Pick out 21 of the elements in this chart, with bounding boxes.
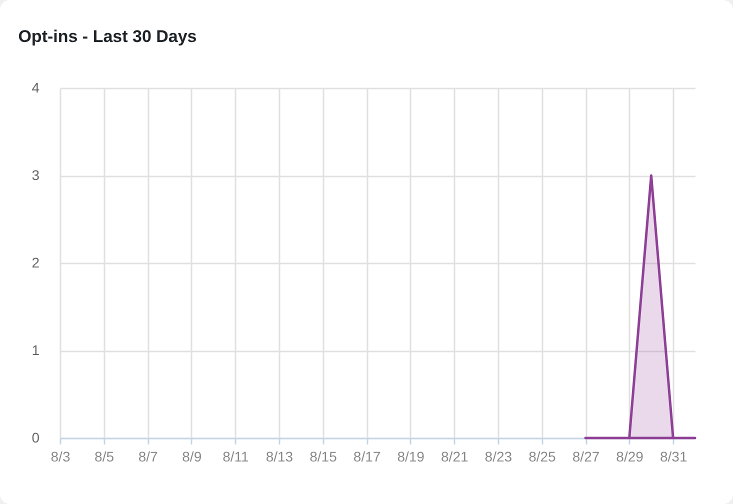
x-tick-label: 8/23 bbox=[484, 448, 512, 464]
x-tick-label: 8/15 bbox=[310, 448, 338, 464]
x-tick-label: 8/25 bbox=[528, 448, 556, 464]
x-tick-label: 8/11 bbox=[222, 448, 249, 464]
x-tick-label: 8/21 bbox=[441, 448, 468, 464]
x-tick-label: 8/19 bbox=[397, 448, 425, 464]
y-tick-label: 2 bbox=[32, 254, 40, 270]
chart-title: Opt-ins - Last 30 Days bbox=[18, 27, 197, 46]
x-tick-label: 8/5 bbox=[94, 448, 114, 464]
y-tick-label: 0 bbox=[32, 430, 40, 446]
y-tick-label: 4 bbox=[32, 80, 40, 96]
x-tick-label: 8/9 bbox=[182, 448, 202, 464]
x-tick-label: 8/13 bbox=[266, 448, 294, 464]
x-tick-label: 8/7 bbox=[138, 448, 158, 464]
x-tick-label: 8/3 bbox=[50, 448, 70, 464]
y-tick-label: 1 bbox=[32, 342, 40, 358]
x-tick-label: 8/17 bbox=[353, 448, 381, 464]
x-tick-label: 8/31 bbox=[660, 448, 688, 464]
x-tick-label: 8/27 bbox=[572, 448, 600, 464]
y-tick-label: 3 bbox=[32, 167, 40, 183]
x-tick-label: 8/29 bbox=[616, 448, 644, 464]
